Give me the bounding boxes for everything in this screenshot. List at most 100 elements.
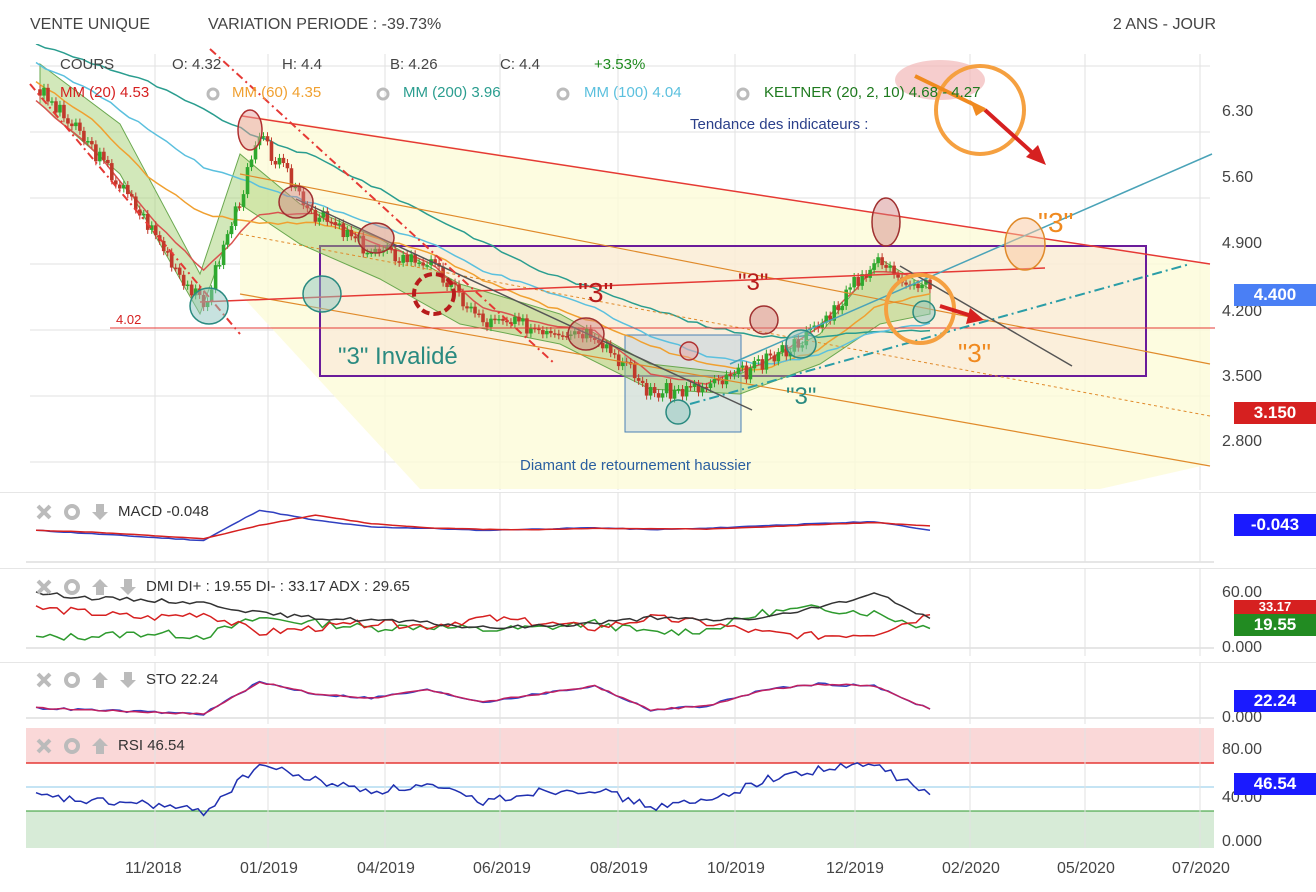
period-variation: VARIATION PERIODE : -39.73%: [208, 16, 442, 33]
candle: [569, 334, 573, 336]
legend-keltner: KELTNER (20, 2, 10) 4.68 - 4.27: [764, 84, 981, 101]
candle: [533, 327, 537, 330]
candle: [377, 248, 382, 253]
candle: [868, 269, 872, 278]
gear-icon[interactable]: [206, 87, 220, 101]
legend-open: O: 4.32: [172, 56, 222, 73]
candle: [74, 122, 78, 127]
candle: [852, 277, 856, 288]
arrow-up-icon[interactable]: [90, 670, 110, 690]
candle: [465, 306, 469, 309]
candle: [680, 389, 685, 397]
candle: [525, 318, 529, 334]
dmi-label: DMI: [146, 577, 174, 595]
gear-icon[interactable]: [62, 577, 82, 597]
price-tick: 6.30: [1222, 103, 1253, 120]
gear-icon[interactable]: [556, 87, 570, 101]
x-tick: 11/2018: [125, 860, 182, 877]
candle: [668, 383, 673, 399]
pattern-markers: [189, 60, 1046, 425]
arrow-up-icon[interactable]: [90, 736, 110, 756]
candle: [285, 163, 290, 169]
close-icon[interactable]: [34, 502, 54, 522]
candle: [225, 234, 230, 245]
candle: [840, 305, 844, 311]
candle: [249, 159, 254, 168]
candle: [716, 379, 721, 381]
candle: [780, 345, 785, 353]
candle: [341, 223, 346, 238]
candle: [193, 288, 198, 296]
di-plus-line: [35, 604, 931, 641]
gear-icon[interactable]: [62, 670, 82, 690]
candle: [545, 331, 549, 335]
candle: [70, 123, 74, 127]
three-label: "3": [1038, 207, 1073, 238]
candle: [692, 383, 697, 388]
candle: [596, 339, 601, 343]
candle: [253, 145, 258, 160]
gear-icon[interactable]: [376, 87, 390, 101]
range-box: [319, 245, 1147, 377]
candle: [461, 292, 465, 307]
support-level-label: 4.02: [116, 312, 141, 327]
sto-tag: 22.24: [1234, 690, 1316, 712]
candle: [497, 318, 501, 321]
legend-high: H: 4.4: [282, 56, 323, 73]
candle: [604, 344, 609, 349]
candle: [90, 141, 94, 145]
arrow-down-icon[interactable]: [90, 502, 110, 522]
gear-icon[interactable]: [62, 736, 82, 756]
sto-value: 22.24: [180, 670, 219, 688]
candle: [173, 267, 178, 270]
candle: [78, 122, 82, 131]
candle: [764, 353, 769, 370]
candle: [537, 328, 541, 331]
close-icon[interactable]: [34, 577, 54, 597]
range-selector[interactable]: 2 ANS - JOUR: [1112, 16, 1216, 33]
candle: [728, 374, 733, 377]
close-icon[interactable]: [34, 670, 54, 690]
close-icon[interactable]: [34, 736, 54, 756]
candle: [54, 101, 58, 113]
candle: [433, 259, 437, 264]
x-tick: 01/2019: [240, 860, 298, 877]
three-label: "3": [738, 269, 768, 296]
arrow-up-icon[interactable]: [90, 577, 110, 597]
candle: [672, 389, 677, 399]
candle: [521, 318, 525, 322]
candle: [756, 359, 761, 361]
price-tick: 3.500: [1222, 368, 1262, 385]
candle: [513, 316, 517, 325]
ma-line-100: [35, 61, 931, 365]
candle: [397, 261, 401, 263]
candle: [557, 333, 561, 336]
price-chart[interactable]: 6.30 5.60 4.900 4.200 3.500 2.800 Tendan…: [0, 44, 1316, 490]
candle: [592, 337, 597, 340]
x-tick: 05/2020: [1057, 860, 1115, 877]
candle: [177, 267, 182, 275]
candle: [469, 306, 473, 309]
sto-label: STO: [146, 670, 177, 688]
candle: [684, 386, 689, 397]
candle: [213, 265, 218, 290]
candle: [880, 257, 884, 266]
candle: [620, 361, 625, 367]
gear-icon[interactable]: [736, 87, 750, 101]
candle: [481, 313, 485, 323]
rsi-value: 46.54: [147, 736, 185, 754]
candle: [920, 284, 924, 289]
candle: [928, 279, 932, 290]
candle: [229, 226, 234, 235]
arrow-down-icon[interactable]: [118, 670, 138, 690]
candle: [660, 393, 665, 398]
arrow-down-icon[interactable]: [118, 577, 138, 597]
candle: [720, 380, 725, 385]
ma-line-200: [35, 44, 931, 339]
candle: [553, 333, 557, 335]
three-label: "3": [578, 277, 613, 308]
gear-icon[interactable]: [62, 502, 82, 522]
candle: [38, 89, 42, 96]
candle: [772, 355, 777, 362]
macd-header: MACD -0.048: [34, 502, 209, 522]
